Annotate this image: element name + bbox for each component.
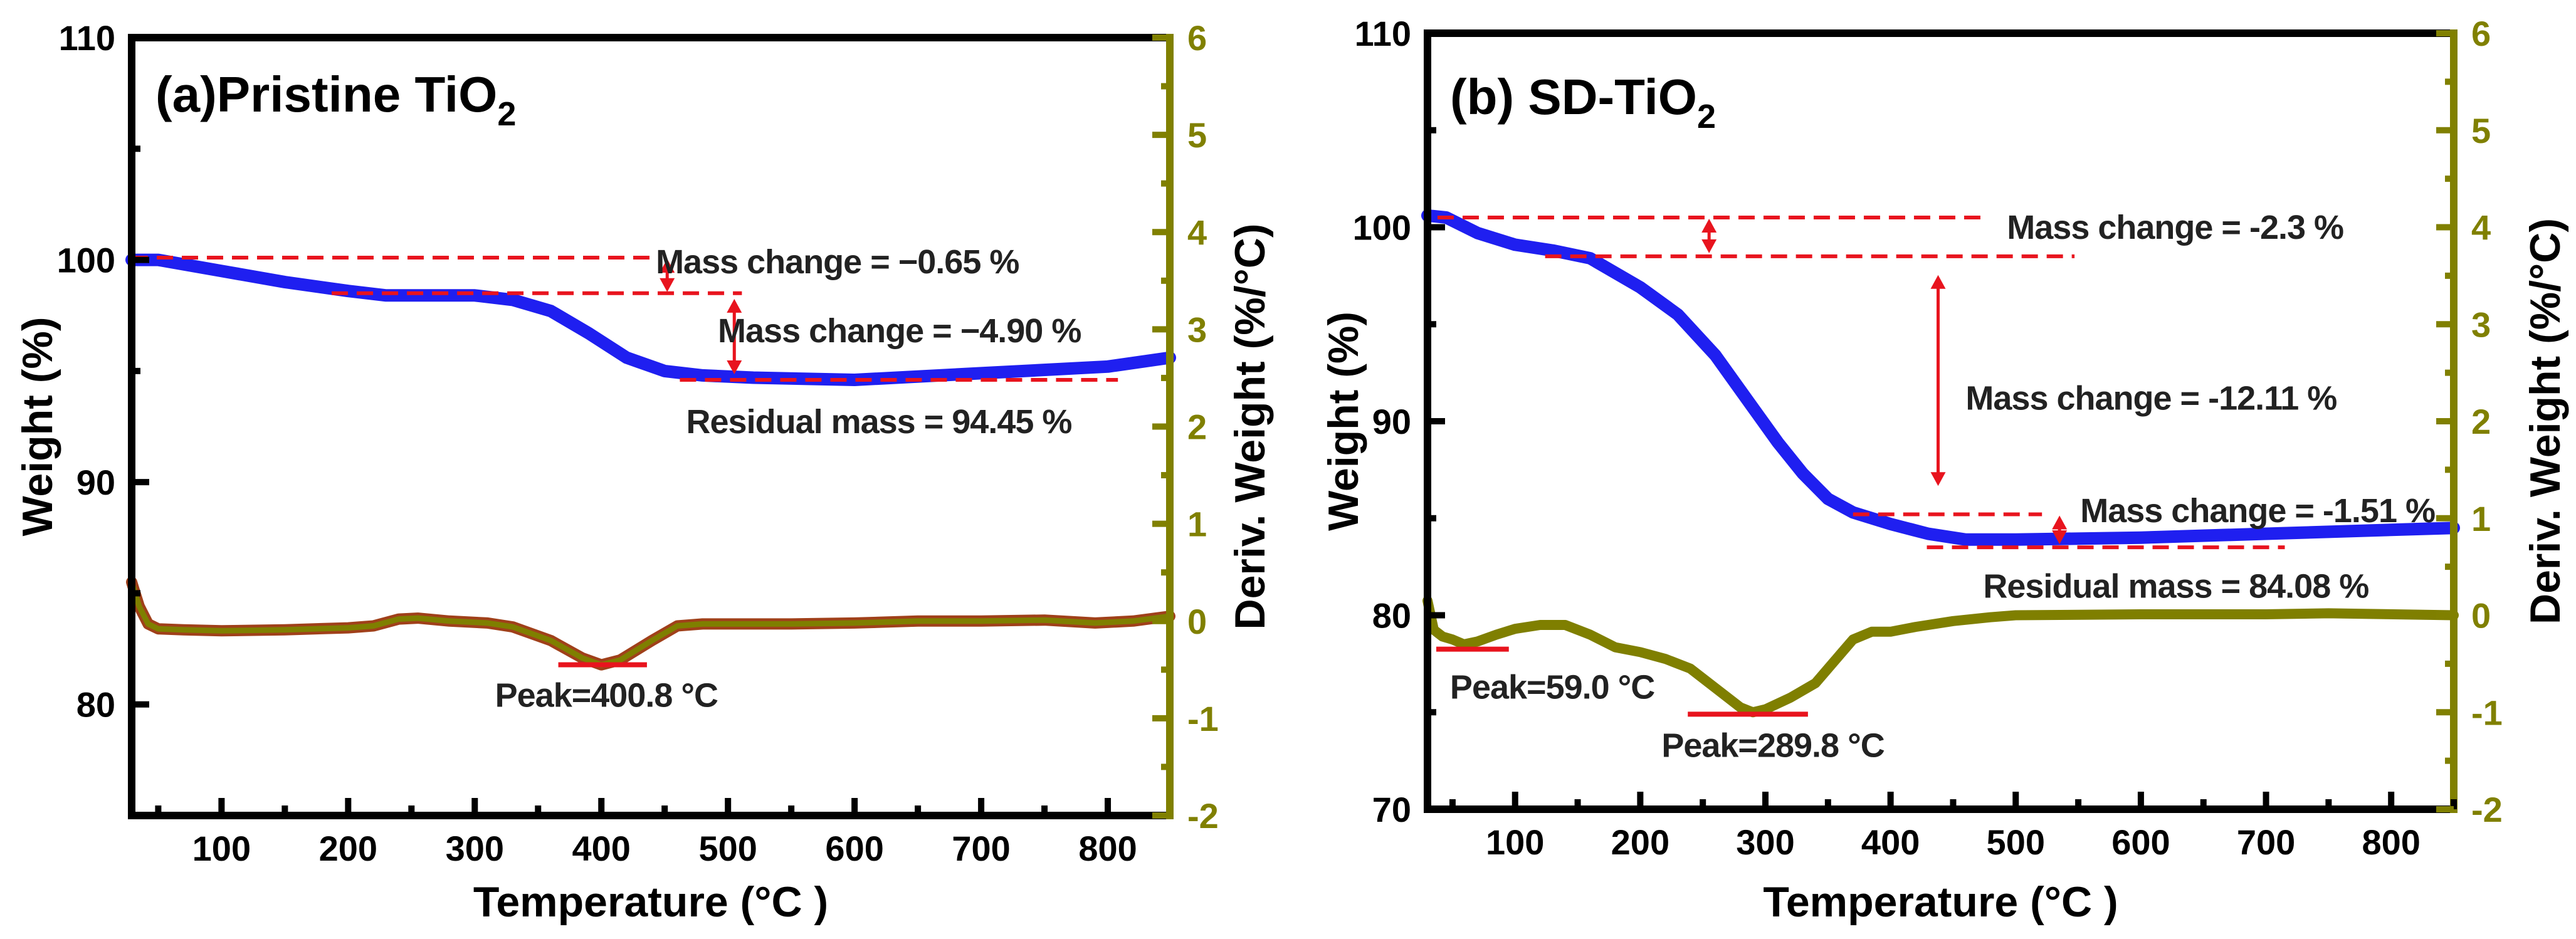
- x-tick-label: 600: [2111, 822, 2170, 862]
- y2-tick-label: -2: [2471, 790, 2503, 829]
- annotation-label: Mass change = -1.51 %: [2080, 492, 2435, 530]
- x-axis-label: Temperature (°C ): [1763, 878, 2118, 926]
- arrow-head-down: [727, 360, 742, 374]
- y2-tick-label: 0: [1187, 602, 1207, 641]
- y2-tick-label: 3: [2471, 305, 2491, 344]
- y2-axis-label: Deriv. Weight (%/°C): [1226, 223, 1274, 629]
- x-tick-label: 500: [1987, 822, 2045, 862]
- y2-tick-label: 4: [2471, 208, 2491, 248]
- panel-title: (b) SD-TiO2: [1450, 69, 1716, 135]
- x-axis-label: Temperature (°C ): [473, 878, 828, 926]
- y2-tick-label: 0: [2471, 596, 2491, 636]
- y2-tick-label: 5: [1187, 115, 1207, 155]
- annotation-label: Mass change = −0.65 %: [656, 243, 1019, 281]
- weight-curve: [125, 253, 1176, 386]
- y2-tick-label: 1: [1187, 505, 1207, 544]
- y-tick-label: 80: [1372, 596, 1411, 636]
- y2-tick-label: 1: [2471, 499, 2491, 538]
- x-tick-label: 600: [825, 829, 883, 868]
- arrow-head-up: [1930, 275, 1946, 289]
- y-tick-label: 100: [57, 241, 115, 280]
- x-tick-label: 400: [1861, 822, 1920, 862]
- deriv-weight-curve: [1422, 595, 2459, 718]
- y2-tick-label: 2: [2471, 402, 2491, 441]
- panel-b: Mass change = -2.3 % Mass change = -12.11…: [1320, 14, 2569, 926]
- arrow-head-down: [2052, 530, 2068, 545]
- panel-a: Mass change = −0.65 % Mass change = −4.90…: [14, 18, 1274, 926]
- arrow-head-down: [1701, 239, 1717, 253]
- y2-tick-label: 2: [1187, 407, 1207, 447]
- x-tick-label: 100: [192, 829, 251, 868]
- annotation-label: Residual mass = 94.45 %: [686, 403, 1072, 441]
- annotation-label: Peak=59.0 °C: [1450, 669, 1654, 706]
- annotation-label: Mass change = -12.11 %: [1965, 379, 2337, 417]
- x-tick-label: 800: [2362, 822, 2420, 862]
- y-tick-label: 90: [76, 463, 115, 502]
- x-tick-label: 800: [1078, 829, 1137, 868]
- y2-tick-label: -1: [1187, 699, 1219, 738]
- y2-tick-label: -2: [1187, 796, 1219, 836]
- y-tick-label: 110: [1355, 14, 1411, 53]
- arrow-head-down: [660, 278, 675, 292]
- annotation-label: Mass change = −4.90 %: [718, 312, 1081, 350]
- y2-tick-label: 4: [1187, 212, 1207, 252]
- annotation-label: Mass change = -2.3 %: [2007, 209, 2343, 246]
- arrow-head-down: [1930, 472, 1946, 486]
- weight-curve: [1421, 209, 2460, 546]
- y2-tick-label: 5: [2471, 111, 2491, 150]
- y2-tick-label: -1: [2471, 693, 2503, 732]
- arrow-head-up: [2052, 515, 2068, 530]
- arrow-head-up: [660, 259, 675, 273]
- y-tick-label: 100: [1353, 208, 1411, 248]
- y-tick-label: 90: [1372, 402, 1411, 441]
- x-tick-label: 400: [572, 829, 631, 868]
- x-tick-label: 200: [319, 829, 377, 868]
- x-tick-label: 100: [1486, 822, 1544, 862]
- annotation-label: Peak=289.8 °C: [1661, 727, 1884, 764]
- deriv-weight-curve: [129, 579, 1173, 668]
- x-tick-label: 300: [1736, 822, 1794, 862]
- deriv-curve-outline: [126, 576, 1175, 671]
- y2-tick-label: 6: [1187, 18, 1207, 58]
- annotation-label: Peak=400.8 °C: [495, 676, 718, 714]
- x-tick-label: 300: [446, 829, 504, 868]
- annotation-label: Residual mass = 84.08 %: [1983, 568, 2368, 606]
- y2-tick-label: 6: [2471, 14, 2491, 53]
- y-axis-label: Weight (%): [14, 317, 61, 536]
- y-tick-label: 110: [59, 18, 115, 58]
- x-tick-label: 700: [952, 829, 1010, 868]
- arrow-head-up: [727, 298, 742, 313]
- y-tick-label: 70: [1372, 790, 1411, 829]
- y2-axis-label: Deriv. Weight (%/°C): [2521, 218, 2569, 624]
- y2-tick-label: 3: [1187, 310, 1207, 349]
- x-tick-label: 200: [1611, 822, 1669, 862]
- x-tick-label: 700: [2237, 822, 2295, 862]
- arrow-head-up: [1701, 219, 1717, 233]
- y-tick-label: 80: [76, 685, 115, 725]
- x-tick-label: 500: [698, 829, 757, 868]
- panel-title: (a)Pristine TiO2: [155, 66, 516, 133]
- y-axis-label: Weight (%): [1320, 312, 1367, 531]
